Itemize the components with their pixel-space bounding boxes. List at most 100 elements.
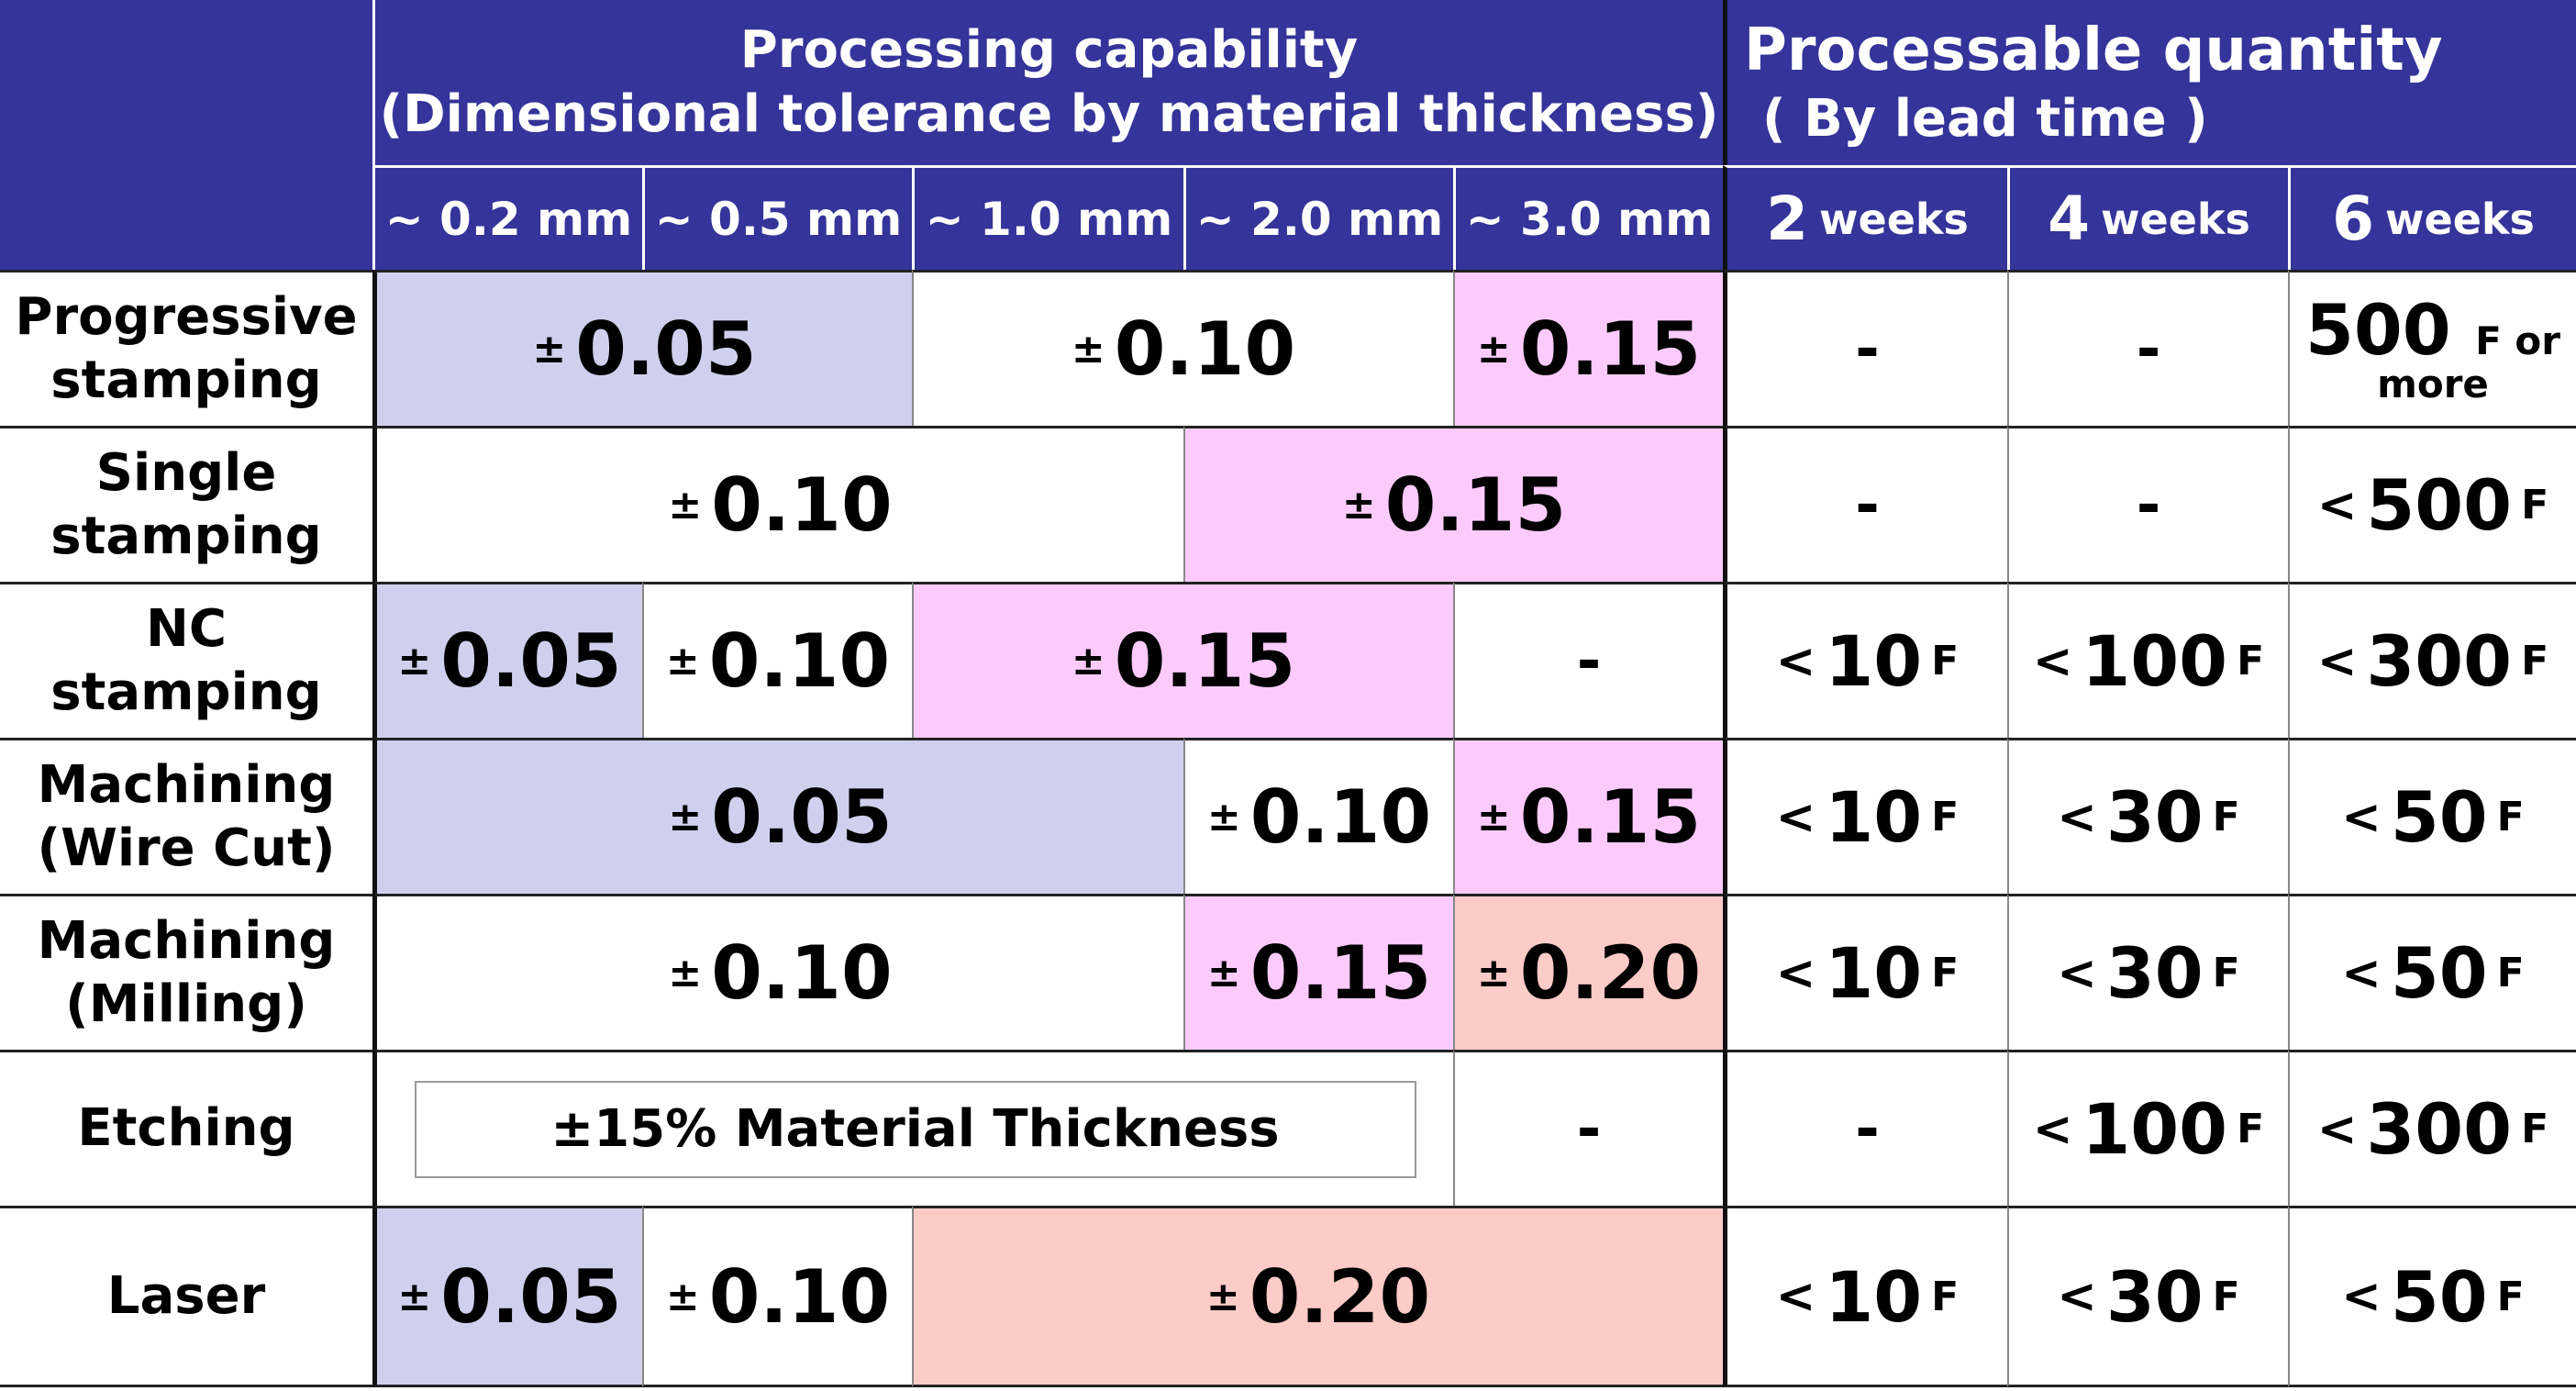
tol-value: 0.05: [440, 618, 622, 704]
thickness-header-2: ~ 0.5 mm: [642, 165, 912, 270]
qty-value: 50: [2390, 1255, 2488, 1338]
tol-value: 0.10: [708, 1253, 891, 1340]
row-label-nc: NC stamping: [0, 582, 372, 738]
tol-cell: ±0.10: [912, 270, 1453, 426]
qty-cell: <30 F: [2007, 894, 2288, 1050]
tol-cell: ±0.05: [372, 1206, 642, 1387]
qty-cell: -: [1723, 270, 2007, 426]
qty-unit: F: [1931, 794, 1960, 840]
qty-value: 10: [1825, 776, 1923, 858]
row-label-line: (Wire Cut): [37, 818, 336, 878]
qty-cell: -: [1723, 426, 2007, 582]
qty-cell: <10 F: [1723, 1206, 2007, 1387]
tol-cell: ±0.15: [1453, 270, 1723, 426]
qty-unit: F: [1931, 638, 1960, 684]
tol-cell: ±15% Material Thickness: [372, 1050, 1453, 1206]
qty-unit: F: [2521, 482, 2549, 529]
tol-value: 0.20: [1519, 930, 1702, 1016]
thickness-header-3: ~ 1.0 mm: [912, 165, 1183, 270]
qty-value: 100: [2082, 620, 2228, 702]
qty-cell: -: [1723, 1050, 2007, 1206]
tol-cell: ±0.10: [642, 582, 912, 738]
plus-minus: ±: [665, 1273, 700, 1320]
plus-minus: ±: [397, 1273, 432, 1320]
row-label-line: Single: [95, 443, 277, 504]
tol-cell: -: [1453, 582, 1723, 738]
less-than: <: [2341, 789, 2382, 845]
qty-cell: <50 F: [2288, 738, 2576, 894]
less-than: <: [1775, 945, 1816, 1001]
qty-cell: <100 F: [2007, 1050, 2288, 1206]
tol-value: 0.10: [1249, 774, 1432, 860]
qty-value: 300: [2366, 620, 2513, 702]
row-label-line: Etching: [77, 1098, 295, 1159]
qty-value: 500: [2366, 464, 2513, 546]
qty-unit: F: [2496, 950, 2525, 996]
plus-minus: ±: [1476, 950, 1511, 996]
qty-cell: <50 F: [2288, 1206, 2576, 1387]
less-than: <: [1775, 1269, 1816, 1324]
less-than: <: [2032, 633, 2073, 689]
row-label-single: Single stamping: [0, 426, 372, 582]
tol-cell: ±0.05: [372, 738, 1183, 894]
tol-value: 0.05: [711, 774, 893, 860]
less-than: <: [2057, 1269, 2097, 1324]
tol-value: 0.10: [708, 618, 891, 704]
quantity-title: Processable quantity: [1744, 17, 2443, 84]
less-than: <: [2316, 633, 2358, 689]
weeks-unit: weeks: [2385, 194, 2535, 244]
row-label-line: Machining: [37, 755, 336, 816]
qty-value: 10: [1825, 932, 1923, 1014]
row-label-line: NC: [146, 599, 227, 660]
qty-value: 30: [2105, 776, 2204, 858]
qty-cell: -: [2007, 426, 2288, 582]
row-label-line: stamping: [50, 662, 322, 722]
qty-cell: 500 F or more: [2288, 270, 2576, 426]
qty-value: 50: [2390, 776, 2488, 858]
plus-minus: ±: [1206, 794, 1241, 840]
weeks-header-6: 6 weeks: [2288, 165, 2576, 270]
row-label-line: stamping: [50, 350, 322, 410]
weeks-header-4: 4 weeks: [2007, 165, 2288, 270]
capability-header: Processing capability (Dimensional toler…: [372, 0, 1723, 165]
plus-minus: ±: [1071, 638, 1105, 684]
tol-cell: ±0.10: [642, 1206, 912, 1387]
tol-value: 0.15: [1249, 930, 1432, 1016]
qty-unit: F: [2496, 1273, 2525, 1320]
qty-cell: <10 F: [1723, 582, 2007, 738]
tol-cell: ±0.05: [372, 270, 912, 426]
qty-unit: F: [2521, 1106, 2549, 1152]
thickness-header-1: ~ 0.2 mm: [372, 165, 642, 270]
row-label-progressive: Progressive stamping: [0, 270, 372, 426]
plus-minus: ±: [1341, 482, 1376, 529]
tol-value: 0.15: [1384, 462, 1567, 548]
qty-unit: F: [2496, 794, 2525, 840]
less-than: <: [2316, 477, 2358, 533]
weeks-num: 6: [2332, 184, 2375, 254]
less-than: <: [2341, 1269, 2382, 1324]
qty-unit: F: [2212, 950, 2240, 996]
etching-tolerance-box: ±15% Material Thickness: [414, 1080, 1416, 1178]
qty-unit: F: [2237, 638, 2265, 684]
qty-cell: <500 F: [2288, 426, 2576, 582]
less-than: <: [2341, 945, 2382, 1001]
plus-minus: ±: [665, 638, 700, 684]
row-label-line: stamping: [50, 506, 322, 566]
qty-value: 30: [2105, 932, 2204, 1014]
tol-cell: ±0.15: [1183, 426, 1723, 582]
weeks-num: 4: [2048, 184, 2091, 254]
tol-cell: ±0.20: [912, 1206, 1723, 1387]
plus-minus: ±: [1206, 950, 1241, 996]
plus-minus: ±: [668, 482, 703, 529]
qty-cell: <10 F: [1723, 738, 2007, 894]
qty-unit: F: [1931, 950, 1960, 996]
row-label-line: Machining: [37, 911, 336, 972]
qty-unit: F: [2521, 638, 2549, 684]
quantity-subtitle: ( By lead time ): [1762, 89, 2208, 149]
tol-value: 0.15: [1519, 774, 1702, 860]
qty-suffix: F or: [2475, 317, 2560, 363]
row-label-wirecut: Machining (Wire Cut): [0, 738, 372, 894]
thickness-header-4: ~ 2.0 mm: [1183, 165, 1453, 270]
qty-cell: <100 F: [2007, 582, 2288, 738]
quantity-header: Processable quantity ( By lead time ): [1723, 0, 2576, 165]
